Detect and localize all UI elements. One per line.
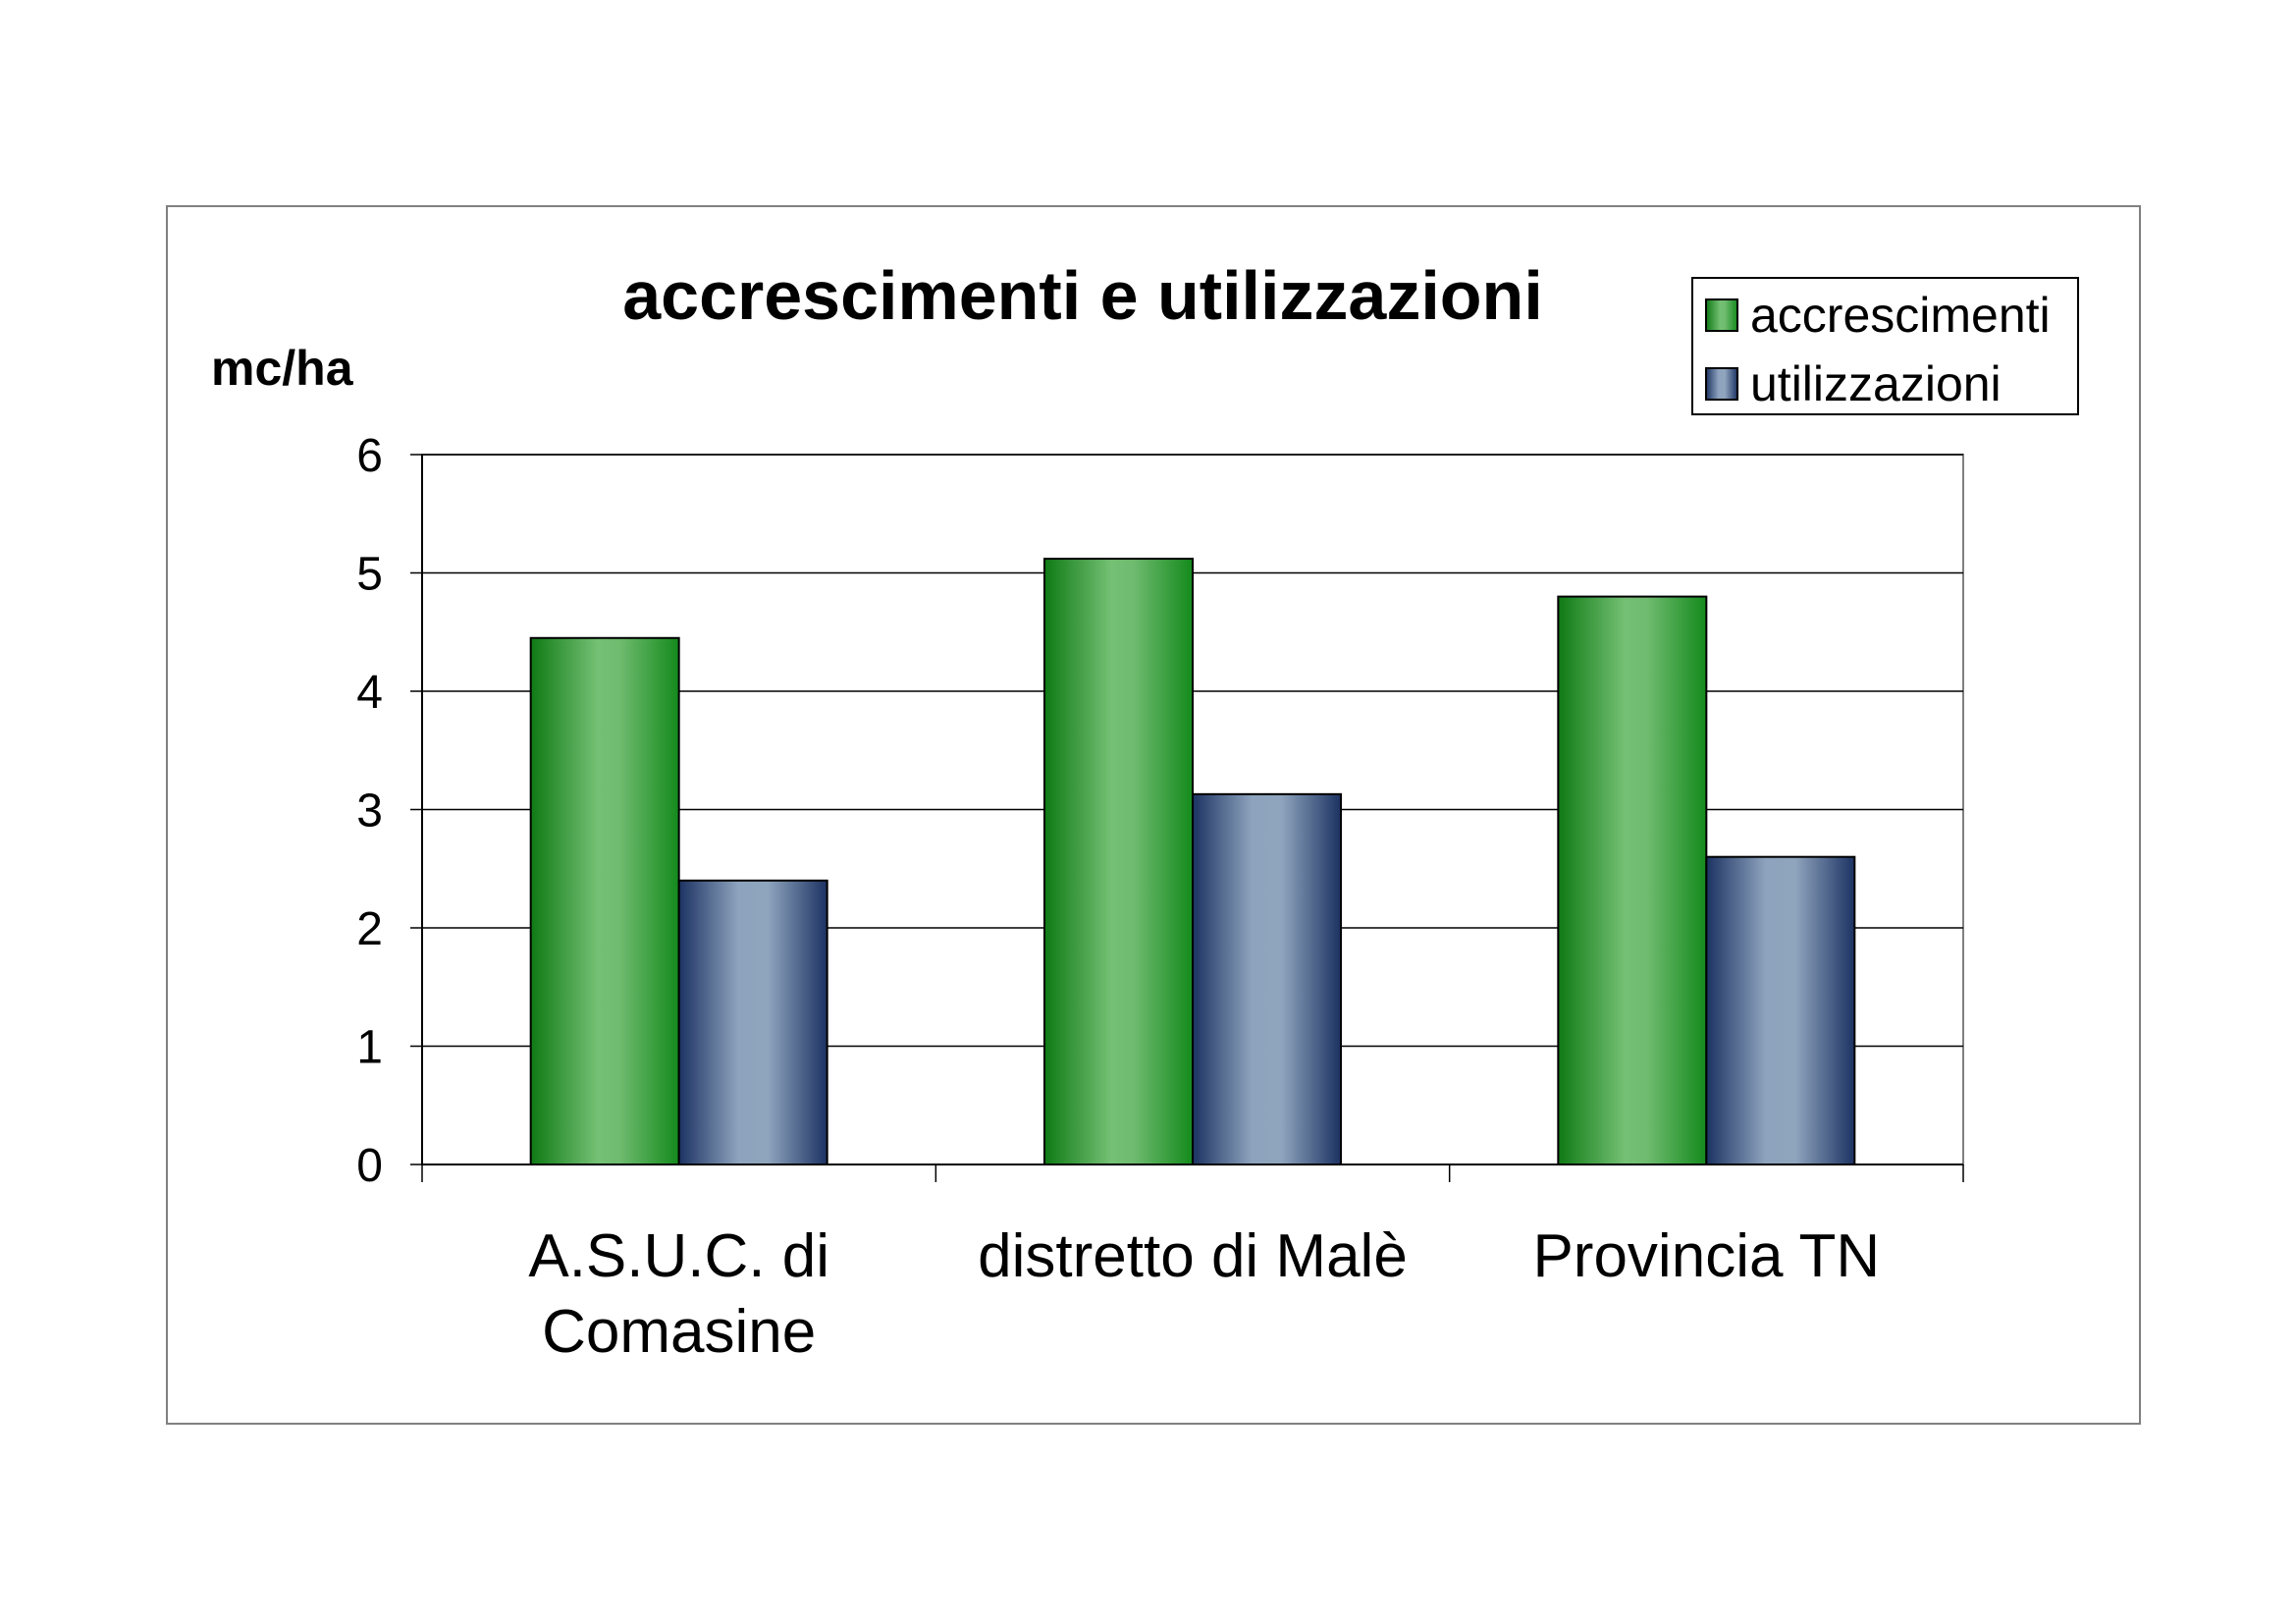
chart-title: accrescimenti e utilizzazioni [622, 257, 1543, 334]
legend-label-accrescimenti: accrescimenti [1750, 288, 2051, 343]
y-tick-label: 5 [356, 549, 383, 601]
bar-accrescimenti [529, 636, 680, 1165]
legend-swatch-accrescimenti [1705, 298, 1738, 332]
legend: accrescimenti utilizzazioni [1691, 277, 2079, 415]
y-tick-label: 4 [356, 667, 383, 719]
y-axis-unit-label: mc/ha [211, 341, 354, 396]
y-tick-label: 2 [356, 903, 383, 955]
y-tick-label: 3 [356, 785, 383, 838]
y-tick-label: 1 [356, 1022, 383, 1074]
x-category-label: distretto di Malè [978, 1222, 1408, 1290]
bar-accrescimenti [1043, 558, 1194, 1165]
bar-utilizzazioni [1192, 792, 1342, 1166]
legend-box [1691, 277, 2079, 415]
legend-swatch-utilizzazioni [1705, 367, 1738, 401]
x-category-label: Provincia TN [1532, 1222, 1880, 1290]
legend-label-utilizzazioni: utilizzazioni [1750, 356, 2002, 411]
y-tick-label: 6 [356, 430, 383, 482]
bar-utilizzazioni [1705, 855, 1856, 1165]
x-category-label: Comasine [542, 1298, 816, 1366]
y-tick-label: 0 [356, 1140, 383, 1192]
plot-area: 0 1 2 3 4 5 6 A.S.U.C. di Comasine distretto di M… [356, 430, 1964, 1366]
bar-utilizzazioni [677, 879, 828, 1165]
bar-accrescimenti [1557, 595, 1708, 1165]
x-category-label: A.S.U.C. di [528, 1222, 829, 1290]
